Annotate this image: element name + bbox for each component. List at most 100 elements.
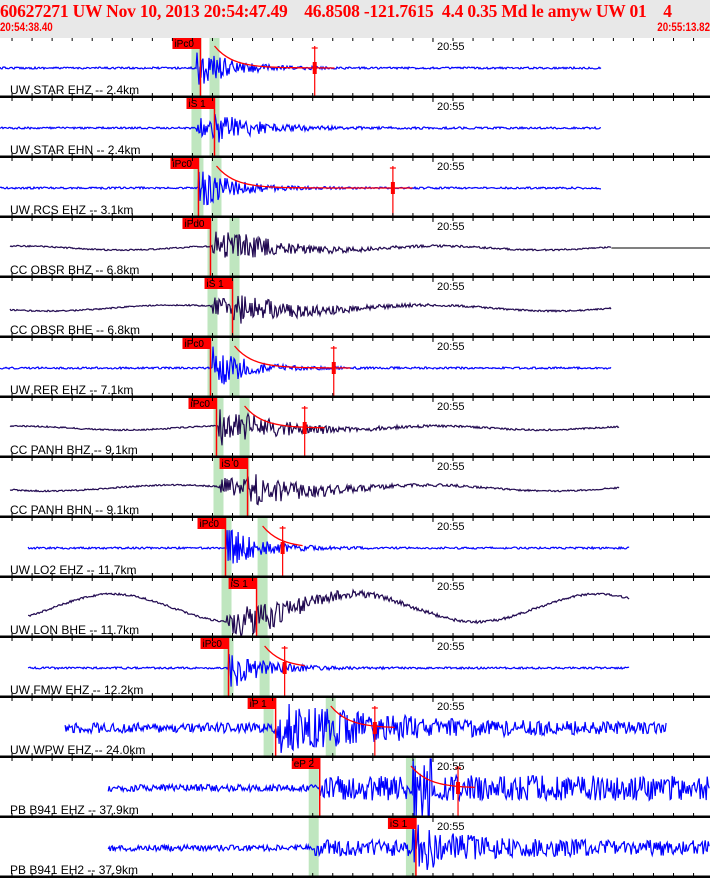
minute-label: 20:55 <box>436 281 465 293</box>
trace-plot[interactable]: eP 2 <box>0 758 710 818</box>
coda-decay-line <box>216 165 413 189</box>
seismogram-panel[interactable]: iPc0 20:55 UW LO2 EHZ -- 11.7km <box>0 518 710 578</box>
phase-pick-label: iS 1 <box>207 279 225 290</box>
phase-pick-label: eP 2 <box>294 759 315 770</box>
event-header: 60627271 UW Nov 10, 2013 20:54:47.49 46.… <box>0 0 710 38</box>
coda-amplitude-marker <box>372 722 377 734</box>
phase-pick-label-box <box>197 518 226 529</box>
channel-label: PB B941 EHZ -- 37.9km <box>10 803 139 817</box>
phase-window-band <box>191 98 202 158</box>
phase-window-band <box>405 818 416 878</box>
phase-pick-label: iPd0 <box>184 219 204 230</box>
phase-pick-label: iS 1 <box>390 819 408 830</box>
phase-window-band <box>207 338 218 398</box>
waveform <box>27 588 630 638</box>
minute-label: 20:55 <box>436 581 465 593</box>
coda-amplitude-marker <box>282 662 287 674</box>
waveform <box>64 703 667 753</box>
minute-label: 20:55 <box>436 41 465 53</box>
seismogram-panel[interactable]: iPc0 20:55 CC PANH BHZ -- 9.1km <box>0 398 710 458</box>
phase-pick-label: iPc0 <box>172 159 192 170</box>
waveform <box>0 114 602 143</box>
seismogram-panel[interactable]: iS 0 20:55 CC PANH BHN -- 9.1km <box>0 458 710 518</box>
waveform <box>9 231 612 258</box>
phase-window-band <box>405 758 416 818</box>
trace-plot[interactable]: iPd0 <box>0 218 710 278</box>
trace-plot[interactable]: iPc0 <box>0 38 710 98</box>
trace-plot[interactable]: iPc0 <box>0 398 710 458</box>
coda-decay-line <box>410 765 475 789</box>
phase-pick-label: iPc0 <box>174 39 194 50</box>
phase-pick-label-box <box>228 578 257 589</box>
coda-decay-line <box>330 705 395 729</box>
seismogram-panels: iPc0 20:55 UW STAR EHZ -- 2.4km iS 1 20:55 UW… <box>0 38 710 878</box>
phase-window-band <box>259 638 270 698</box>
phase-pick-label-box <box>387 818 416 829</box>
phase-pick-label: iS 0 <box>222 459 240 470</box>
waveform <box>27 529 630 564</box>
channel-label: CC PANH BHN -- 9.1km <box>10 503 140 517</box>
seismogram-panel[interactable]: iPc0 20:55 UW FMW EHZ -- 12.2km <box>0 638 710 698</box>
waveform <box>0 346 612 385</box>
seismogram-panel[interactable]: iPc0 20:55 UW RER EHZ -- 7.1km <box>0 338 710 398</box>
phase-window-band <box>221 578 232 638</box>
minute-label: 20:55 <box>436 221 465 233</box>
phase-pick-label: iP 1 <box>250 699 267 710</box>
channel-label: UW STAR EHZ -- 2.4km <box>10 83 140 97</box>
phase-window-band <box>229 218 240 278</box>
phase-pick-label: iPc0 <box>200 519 220 530</box>
coda-amplitude-marker <box>331 362 336 374</box>
seismogram-panel[interactable]: iPd0 20:55 CC OBSR BHZ -- 6.8km <box>0 218 710 278</box>
waveform <box>107 821 710 870</box>
phase-window-band <box>263 698 274 758</box>
waveform <box>0 52 602 85</box>
channel-label: CC PANH BHZ -- 9.1km <box>10 443 138 457</box>
trace-plot[interactable]: iPc0 <box>0 518 710 578</box>
phase-pick-label: iS 1 <box>188 99 206 110</box>
trace-plot[interactable]: iP 1 <box>0 698 710 758</box>
channel-label: PB B941 EH2 -- 37.9km <box>10 863 139 877</box>
minute-label: 20:55 <box>436 641 465 653</box>
window-start-time: 20:54:38.40 <box>0 22 53 34</box>
coda-amplitude-marker <box>390 182 395 194</box>
minute-label: 20:55 <box>436 701 465 713</box>
channel-label: UW LON BHE -- 11.7km <box>10 623 140 637</box>
phase-pick-label-box <box>219 458 248 469</box>
seismogram-panel[interactable]: iP 1 20:55 UW WPW EHZ -- 24.0km <box>0 698 710 758</box>
coda-amplitude-marker <box>456 782 461 794</box>
phase-pick-label-box <box>291 758 320 769</box>
coda-decay-line <box>244 405 325 429</box>
minute-label: 20:55 <box>436 161 465 173</box>
phase-window-band <box>325 698 336 758</box>
seismogram-panel[interactable]: iPc0 20:55 UW RCS EHZ -- 3.1km <box>0 158 710 218</box>
seismogram-panel[interactable]: iS 1 20:55 PB B941 EH2 -- 37.9km <box>0 818 710 878</box>
trace-plot[interactable]: iPc0 <box>0 338 710 398</box>
phase-pick-label-box <box>204 278 233 289</box>
phase-window-band <box>257 578 268 638</box>
waveform <box>9 295 612 324</box>
phase-window-band <box>308 818 319 878</box>
phase-pick-label-box <box>247 698 276 709</box>
trace-plot[interactable]: iS 1 <box>0 578 710 638</box>
phase-pick-label: iS 1 <box>231 579 249 590</box>
seismogram-panel[interactable]: iS 1 20:55 UW STAR EHN -- 2.4km <box>0 98 710 158</box>
seismogram-panel[interactable]: iPc0 20:55 UW STAR EHZ -- 2.4km <box>0 38 710 98</box>
minute-label: 20:55 <box>436 821 465 833</box>
trace-plot[interactable]: iS 1 <box>0 818 710 878</box>
phase-pick-label-box <box>200 638 229 649</box>
trace-plot[interactable]: iS 0 <box>0 458 710 518</box>
trace-plot[interactable]: iS 1 <box>0 98 710 158</box>
trace-plot[interactable]: iPc0 <box>0 638 710 698</box>
phase-pick-label: iPc0 <box>190 399 210 410</box>
seismogram-panel[interactable]: eP 2 20:55 PB B941 EHZ -- 37.9km <box>0 758 710 818</box>
trace-plot[interactable]: iPc0 <box>0 158 710 218</box>
phase-pick-label: iPc0 <box>184 339 204 350</box>
phase-pick-label-box <box>170 158 199 169</box>
seismogram-panel[interactable]: iS 1 20:55 CC OBSR BHE -- 6.8km <box>0 278 710 338</box>
trace-plot[interactable]: iS 1 <box>0 278 710 338</box>
phase-window-band <box>229 338 240 398</box>
waveform <box>27 653 630 687</box>
seismogram-panel[interactable]: iS 1 20:55 UW LON BHE -- 11.7km <box>0 578 710 638</box>
waveform <box>9 474 620 506</box>
event-title: 60627271 UW Nov 10, 2013 20:54:47.49 46.… <box>0 1 672 21</box>
